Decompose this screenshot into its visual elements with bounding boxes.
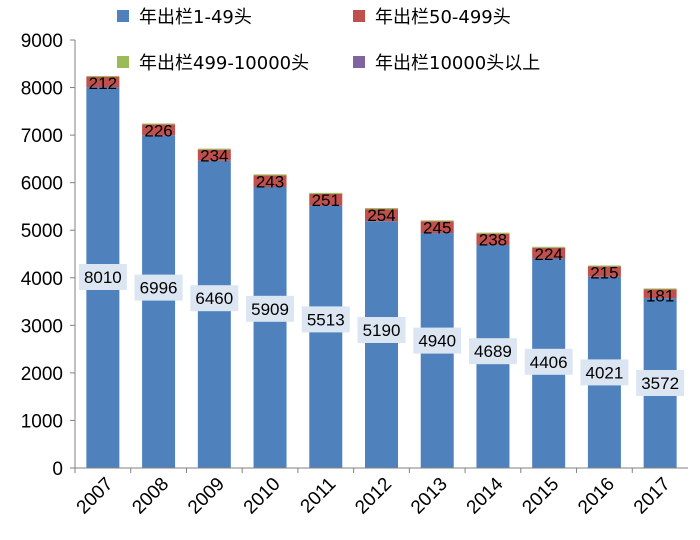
data-label-2008-series-2: 226 xyxy=(144,122,172,141)
data-label-2011-series-1: 5513 xyxy=(307,310,345,329)
bar-segment-2008-series-2 xyxy=(142,124,176,136)
bar-segment-2014-series-2 xyxy=(476,233,510,246)
y-tick-label: 2000 xyxy=(21,364,63,385)
bar-segment-2013-series-3 xyxy=(420,220,454,222)
data-label-box-2011 xyxy=(301,306,350,333)
bar-segment-2008-series-1 xyxy=(142,135,176,468)
bar-segment-2012-series-2 xyxy=(365,209,398,222)
data-label-box-2008 xyxy=(134,274,183,301)
x-tick-label-2016: 2016 xyxy=(574,474,619,519)
data-label-2007-series-2: 212 xyxy=(89,74,117,93)
bar-segment-2007-series-3 xyxy=(86,75,120,77)
data-label-box-2015 xyxy=(524,348,573,375)
data-label-box-2013 xyxy=(413,327,462,354)
bar-segment-2015-series-3 xyxy=(532,246,566,248)
data-label-2013-series-1: 4940 xyxy=(418,332,456,351)
bar-segment-2009-series-1 xyxy=(197,160,231,468)
bar-segment-2014-series-3 xyxy=(476,232,510,234)
data-label-2015-series-1: 4406 xyxy=(530,353,568,372)
x-tick-label-2012: 2012 xyxy=(351,474,396,519)
data-labels: 212 8010 226 6996 234 6460 243 5909 251 5513 254 51… xyxy=(78,74,685,396)
x-tick-label-2014: 2014 xyxy=(463,473,508,518)
bar-segment-2015-series-2 xyxy=(532,247,566,259)
data-label-2014-series-1: 4689 xyxy=(474,342,512,361)
legend-swatch-4 xyxy=(353,56,365,68)
y-tick-label: 7000 xyxy=(21,126,63,147)
y-tick-label: 6000 xyxy=(21,174,63,195)
data-label-2014-series-2: 238 xyxy=(479,231,507,250)
x-tick-label-2009: 2009 xyxy=(184,474,229,519)
legend-label-4: 年出栏10000头以上 xyxy=(375,53,540,74)
data-label-box-2017 xyxy=(636,370,685,396)
y-tick-label: 1000 xyxy=(21,411,63,432)
y-tick-label: 5000 xyxy=(21,221,63,242)
data-label-2017-series-1: 3572 xyxy=(641,374,679,393)
x-tick-label-2013: 2013 xyxy=(407,474,452,519)
legend-label-2: 年出栏50-499头 xyxy=(375,7,511,28)
data-label-2016-series-2: 215 xyxy=(590,264,618,283)
bar-segment-2016-series-3 xyxy=(587,265,621,267)
bar-segment-2007-series-2 xyxy=(86,76,120,88)
bar-segment-2012-series-3 xyxy=(365,208,398,210)
x-tick-label-2008: 2008 xyxy=(128,474,173,519)
legend-swatch-2 xyxy=(353,10,365,22)
bar-segment-2017-series-3 xyxy=(643,288,677,290)
x-tick-label-2010: 2010 xyxy=(240,474,285,519)
bar-segment-2010-series-3 xyxy=(253,174,287,176)
data-label-box-2010 xyxy=(246,295,295,322)
bar-segment-2016-series-2 xyxy=(587,266,621,277)
x-tick-label-2011: 2011 xyxy=(297,474,341,518)
x-tick-label-2015: 2015 xyxy=(518,474,563,519)
y-axis: 0 1000 2000 3000 4000 5000 6000 7000 8000 9000 xyxy=(21,31,76,480)
data-label-2007-series-1: 8010 xyxy=(84,268,122,287)
data-label-2011-series-2: 251 xyxy=(312,191,340,210)
data-label-box-2014 xyxy=(468,338,517,365)
legend-label-1: 年出栏1-49头 xyxy=(139,7,252,28)
bar-segment-2011-series-3 xyxy=(309,192,343,194)
bars xyxy=(86,75,677,469)
data-label-2008-series-1: 6996 xyxy=(140,279,178,298)
y-tick-label: 4000 xyxy=(21,269,63,290)
bar-segment-2013-series-2 xyxy=(420,221,454,234)
bar-segment-2010-series-1 xyxy=(253,186,287,469)
x-tick-label-2007: 2007 xyxy=(73,474,118,519)
y-tick-label: 9000 xyxy=(21,31,63,52)
data-label-2010-series-1: 5909 xyxy=(251,300,289,319)
data-label-2012-series-2: 254 xyxy=(367,206,395,225)
x-tick-label-2017: 2017 xyxy=(630,474,675,519)
y-tick-label: 3000 xyxy=(21,316,63,337)
bar-segment-2010-series-2 xyxy=(253,175,287,187)
data-label-2017-series-2: 181 xyxy=(646,286,674,305)
data-label-2015-series-2: 224 xyxy=(534,245,562,264)
legend-swatch-1 xyxy=(117,10,129,22)
y-tick-label: 8000 xyxy=(21,79,63,100)
bar-segment-2011-series-2 xyxy=(309,193,343,206)
bar-segment-2012-series-1 xyxy=(365,221,398,468)
data-label-2010-series-2: 243 xyxy=(256,172,284,191)
data-label-2013-series-2: 245 xyxy=(423,218,451,237)
bar-segment-2009-series-2 xyxy=(197,149,231,161)
data-label-box-2016 xyxy=(580,359,629,386)
legend-swatch-3 xyxy=(117,56,129,68)
data-label-2009-series-2: 234 xyxy=(200,147,228,166)
y-tick-label: 0 xyxy=(52,459,63,480)
data-label-2012-series-1: 5190 xyxy=(363,321,401,340)
bar-segment-2009-series-3 xyxy=(197,148,231,150)
data-label-box-2012 xyxy=(357,317,406,343)
legend-label-3: 年出栏499-10000头 xyxy=(139,53,309,74)
data-label-box-2009 xyxy=(190,285,239,312)
data-label-2016-series-1: 4021 xyxy=(585,363,623,382)
x-axis: 2007 2008 2009 2010 2011 2012 2013 2014 2015 2016… xyxy=(73,467,688,519)
data-label-box-2007 xyxy=(78,264,127,290)
bar-segment-2008-series-3 xyxy=(142,123,176,125)
bar-segment-2011-series-1 xyxy=(309,205,343,468)
bar-segment-2017-series-2 xyxy=(643,289,677,299)
data-label-2009-series-1: 6460 xyxy=(195,289,233,308)
